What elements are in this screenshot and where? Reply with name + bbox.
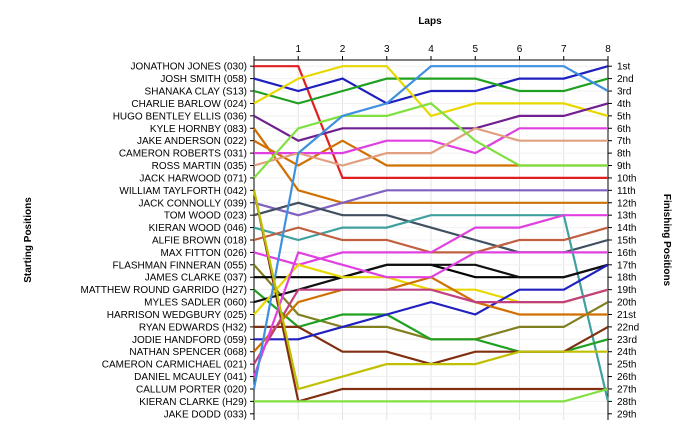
finish-position-label: 7th xyxy=(617,136,631,147)
start-position-label: MAX FITTON (026) xyxy=(161,248,248,259)
series-line-12 xyxy=(253,189,608,217)
start-position-label: RYAN EDWARDS (H32) xyxy=(139,322,247,333)
finish-position-label: 13th xyxy=(617,211,636,222)
start-position-label: HUGO BENTLEY ELLIS (036) xyxy=(113,111,247,122)
start-position-label: DANIEL MCAULEY (041) xyxy=(134,372,247,383)
start-position-label: WILLIAM TAYLFORTH (042) xyxy=(119,186,247,197)
start-position-label: JACK HARWOOD (071) xyxy=(139,173,247,184)
start-position-label: CAMERON CARMICHAEL (021) xyxy=(102,360,247,371)
x-tick-label: 1 xyxy=(295,44,301,55)
finish-position-label: 15th xyxy=(617,236,636,247)
finish-position-label: 21st xyxy=(617,310,636,321)
x-tick-label: 7 xyxy=(561,44,567,55)
start-position-label: KYLE HORNBY (083) xyxy=(150,124,247,135)
finish-position-label: 26th xyxy=(617,372,636,383)
series-line-29 xyxy=(252,190,608,391)
start-position-label: CAMERON ROBERTS (031) xyxy=(119,149,247,160)
series-line-9 xyxy=(253,127,608,167)
series-line-16 xyxy=(253,214,608,266)
series-line-14 xyxy=(253,214,610,402)
start-position-label: JACK CONNOLLY (039) xyxy=(138,198,247,209)
finish-position-label: 16th xyxy=(617,248,636,259)
series-line-8 xyxy=(254,127,608,155)
start-position-label: JODIE HANDFORD (059) xyxy=(132,335,247,346)
series-line-10 xyxy=(253,102,608,179)
finish-position-label: 27th xyxy=(617,384,636,395)
series-line-2 xyxy=(253,65,609,105)
start-position-label: JONATHON JONES (030) xyxy=(131,62,248,73)
x-tick-label: 5 xyxy=(472,44,478,55)
finish-position-label: 14th xyxy=(617,223,636,234)
series-line-20 xyxy=(253,263,609,304)
series-line-27 xyxy=(252,65,609,390)
y-axis-title-right: Finishing Positions xyxy=(661,194,672,287)
series-line-1 xyxy=(254,65,608,179)
series-line-26 xyxy=(252,251,608,377)
finish-position-label: 24th xyxy=(617,347,636,358)
start-position-label: ROSS MARTIN (035) xyxy=(152,161,247,172)
x-tick-label: 4 xyxy=(428,44,434,55)
x-tick-label: 2 xyxy=(340,44,346,55)
start-position-label: KIERAN CLARKE (H29) xyxy=(139,397,247,408)
series-line-28 xyxy=(254,387,609,403)
start-position-label: JOSH SMITH (058) xyxy=(160,74,247,85)
finish-position-label: 28th xyxy=(617,397,636,408)
start-position-label: CHARLIE BARLOW (024) xyxy=(131,99,247,110)
finish-position-label: 18th xyxy=(617,273,636,284)
finish-position-label: 12th xyxy=(617,198,636,209)
start-position-label: HARRISON WEDGBURY (025) xyxy=(107,310,247,321)
series-line-25 xyxy=(253,288,609,365)
start-position-label: JAMES CLARKE (037) xyxy=(145,273,247,284)
series-lines xyxy=(252,65,610,403)
series-line-4 xyxy=(253,65,609,118)
finish-position-label: 9th xyxy=(617,161,631,172)
finish-position-label: 8th xyxy=(617,149,631,160)
start-position-label: MYLES SADLER (060) xyxy=(144,298,247,309)
start-position-label: JAKE ANDERSON (022) xyxy=(137,136,247,147)
finish-position-label: 5th xyxy=(617,111,631,122)
x-tick-label: 6 xyxy=(517,44,523,55)
series-line-11 xyxy=(252,190,608,403)
y-axis-title-left: Starting Positions xyxy=(23,197,34,283)
start-position-label: MATTHEW ROUND GARRIDO (H27) xyxy=(81,285,247,296)
series-line-3 xyxy=(253,77,609,105)
finish-position-label: 17th xyxy=(617,260,636,271)
finish-position-label: 29th xyxy=(617,409,636,420)
start-position-label: TOM WOOD (023) xyxy=(164,211,247,222)
finish-position-label: 2nd xyxy=(617,74,634,85)
finish-position-label: 25th xyxy=(617,360,636,371)
x-tick-label: 8 xyxy=(605,44,611,55)
finish-position-label: 3rd xyxy=(617,87,631,98)
finish-position-label: 1st xyxy=(617,62,631,73)
finish-position-label: 6th xyxy=(617,124,631,135)
finish-position-label: 4th xyxy=(617,99,631,110)
finish-position-label: 10th xyxy=(617,173,636,184)
start-position-label: SHANAKA CLAY (S13) xyxy=(145,87,247,98)
start-position-label: NATHAN SPENCER (068) xyxy=(129,347,247,358)
series-line-6 xyxy=(253,127,608,204)
start-position-label: JAKE DODD (033) xyxy=(164,409,247,420)
start-position-label: CALLUM PORTER (020) xyxy=(136,384,247,395)
start-position-label: KIERAN WOOD (046) xyxy=(149,223,247,234)
finish-position-label: 23rd xyxy=(617,335,637,346)
finish-position-label: 22nd xyxy=(617,322,639,333)
start-position-label: FLASHMAN FINNERAN (055) xyxy=(113,260,247,271)
x-tick-label: 3 xyxy=(384,44,390,55)
start-position-label: ALFIE BROWN (018) xyxy=(152,236,247,247)
series-line-23 xyxy=(254,263,609,341)
finish-position-label: 20th xyxy=(617,298,636,309)
finish-position-label: 19th xyxy=(617,285,636,296)
labels: 1 2 3 4 5 6 7 8 JONATHON JONES (030)JOSH SMITH (… xyxy=(81,44,640,420)
finish-position-label: 11th xyxy=(617,186,636,197)
x-axis-title: Laps xyxy=(418,16,442,27)
series-line-5 xyxy=(253,102,609,142)
